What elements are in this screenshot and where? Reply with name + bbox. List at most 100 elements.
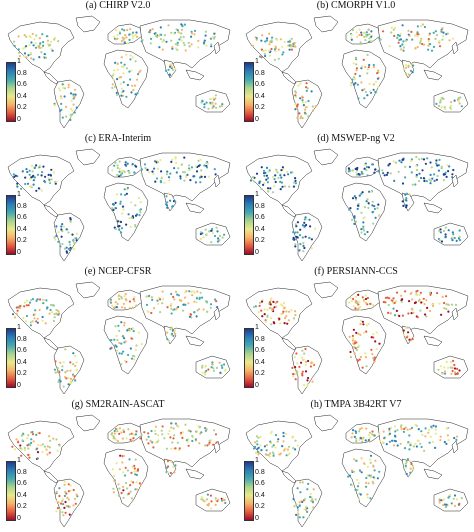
station-dot [279,38,282,41]
station-dot [293,356,296,359]
station-dot [198,425,202,428]
station-dot [211,103,214,106]
station-dot [299,116,302,120]
panel-f: (f) PERSIANN-CCS 1 0.8 0.6 0.4 0.2 0 [238,266,474,398]
station-dot [302,516,305,519]
station-dot [129,490,132,493]
station-dot [48,43,52,46]
station-dot [173,298,176,301]
station-dot [69,217,72,220]
colorbar-tick: 0.8 [255,468,265,476]
station-dot [421,433,424,436]
station-dot [419,176,423,180]
station-dot [111,74,114,77]
station-dot [401,158,404,161]
station-dot [122,454,125,458]
station-dot [146,168,149,171]
station-dot [356,204,360,207]
station-dot [389,312,392,315]
station-dot [67,383,70,386]
station-dot [422,297,425,300]
station-dot [178,38,181,41]
station-dot [201,99,204,102]
station-dot [367,322,370,326]
coastline [213,174,221,188]
station-dot [420,157,424,160]
colorbar-tick: 1 [17,58,21,65]
station-dot [371,163,374,166]
map-canvas [245,414,469,528]
station-dot [438,239,441,242]
colorbar-gradient [6,461,16,521]
station-dot [59,502,63,505]
station-dot [14,174,17,177]
station-dot [140,40,143,43]
station-dot [292,498,295,501]
station-dot [170,312,173,315]
station-dot [357,345,361,348]
station-dot [118,170,121,173]
station-dot [168,73,171,76]
station-dot [30,57,33,60]
station-dot [356,488,359,492]
world-map [238,411,474,531]
station-dot [365,169,368,172]
station-dot [120,352,123,355]
station-dot [426,157,429,160]
panel-a: (a) CHIRP V2.0 1 0.8 0.6 0.4 0.2 0 [0,0,236,132]
station-dot [69,382,72,385]
station-dot [369,497,372,500]
station-dot [75,106,78,109]
station-dot [160,177,163,180]
station-dot [132,437,135,440]
station-dot [28,456,31,459]
station-dot [119,174,122,177]
world-map [0,278,236,398]
station-dot [294,182,297,185]
station-dot [439,365,442,368]
station-dot [61,116,64,119]
station-dot [57,380,60,383]
station-dot [75,369,78,372]
station-dot [50,48,53,51]
station-dot [113,432,116,435]
station-dot [393,314,397,317]
station-dot [293,41,296,45]
map-canvas [245,281,469,395]
station-dot [34,46,38,49]
station-dot [72,488,75,492]
station-dot [448,39,451,42]
station-dot [205,369,208,372]
station-dot [378,342,381,345]
station-dot [401,24,404,27]
station-dot [443,440,446,444]
station-dot [351,169,354,172]
panel-title: (f) PERSIANN-CCS [314,266,398,277]
station-dot [181,431,184,434]
station-dot [363,206,366,209]
station-dot [26,170,29,174]
station-dot [49,308,52,312]
station-dot [191,294,194,297]
station-dot [174,464,177,467]
station-dot [279,322,282,325]
station-dot [121,212,124,215]
station-dot [449,104,452,107]
station-dot [118,427,121,430]
station-dot [150,296,153,299]
station-dot [36,451,40,454]
station-dot [169,172,172,175]
station-dot [30,438,33,441]
station-dot [25,304,28,307]
station-dot [299,82,302,85]
station-dot [431,440,434,443]
station-dot [126,329,129,332]
station-dot [166,471,169,474]
station-dot [133,84,137,87]
station-dot [282,435,285,438]
station-dot [366,296,369,300]
station-dot [197,159,200,162]
colorbar-tick: 0.6 [255,480,265,488]
station-dot [118,160,121,163]
station-dot [133,470,136,473]
